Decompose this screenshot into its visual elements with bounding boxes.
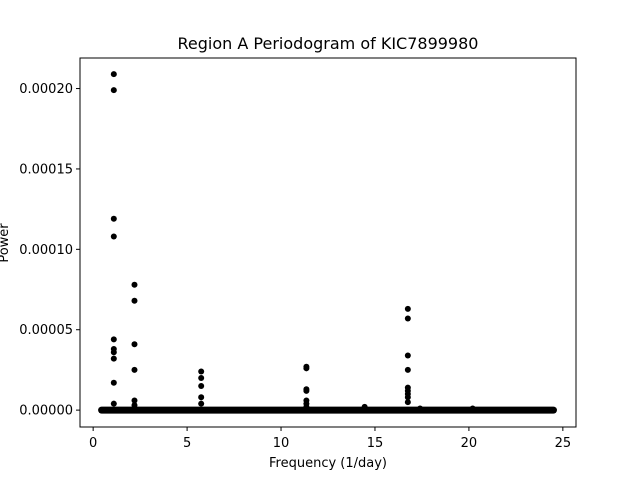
data-point	[303, 387, 310, 394]
data-point	[417, 405, 424, 412]
data-point	[404, 366, 411, 373]
x-tick-label: 20	[461, 436, 478, 451]
data-point	[110, 355, 117, 362]
data-point	[110, 379, 117, 386]
data-point	[404, 315, 411, 322]
x-tick-label: 25	[555, 436, 572, 451]
y-tick-label: 0.00005	[19, 323, 73, 338]
data-point	[303, 365, 310, 372]
chart-title: Region A Periodogram of KIC7899980	[178, 34, 479, 53]
data-point	[110, 71, 117, 78]
data-point	[198, 394, 205, 401]
data-points	[110, 71, 476, 412]
plot-frame	[79, 57, 577, 428]
data-point	[110, 233, 117, 240]
y-axis-label: Power	[0, 223, 12, 263]
x-tick-label: 5	[183, 436, 191, 451]
data-point	[131, 297, 138, 304]
data-point	[110, 400, 117, 407]
data-point	[131, 397, 138, 404]
data-point	[131, 281, 138, 288]
y-tick-label: 0.00015	[19, 162, 73, 177]
data-point	[404, 394, 411, 401]
y-tick-label: 0.00020	[19, 82, 73, 97]
data-point	[110, 87, 117, 94]
data-point	[198, 368, 205, 375]
data-point	[404, 352, 411, 359]
x-axis-label: Frequency (1/day)	[269, 456, 387, 471]
x-tick-label: 0	[89, 436, 97, 451]
data-point	[469, 405, 476, 412]
x-tick-label: 15	[367, 436, 384, 451]
data-point	[110, 336, 117, 343]
data-point	[198, 400, 205, 407]
data-point	[404, 305, 411, 312]
data-point	[110, 349, 117, 356]
data-point	[198, 374, 205, 381]
y-tick-label: 0.00010	[19, 243, 73, 258]
data-point	[131, 341, 138, 348]
data-point	[131, 366, 138, 373]
data-point	[131, 402, 138, 409]
data-point	[404, 399, 411, 406]
data-point	[198, 383, 205, 389]
data-point	[303, 403, 310, 410]
x-tick-label: 10	[273, 436, 290, 451]
x-axis: 0 5 10 15 20 25	[89, 427, 571, 451]
data-point	[361, 403, 368, 410]
y-axis: 0.00000 0.00005 0.00010 0.00015 0.00020	[19, 82, 80, 419]
y-tick-label: 0.00000	[19, 404, 73, 419]
data-point	[110, 215, 117, 222]
